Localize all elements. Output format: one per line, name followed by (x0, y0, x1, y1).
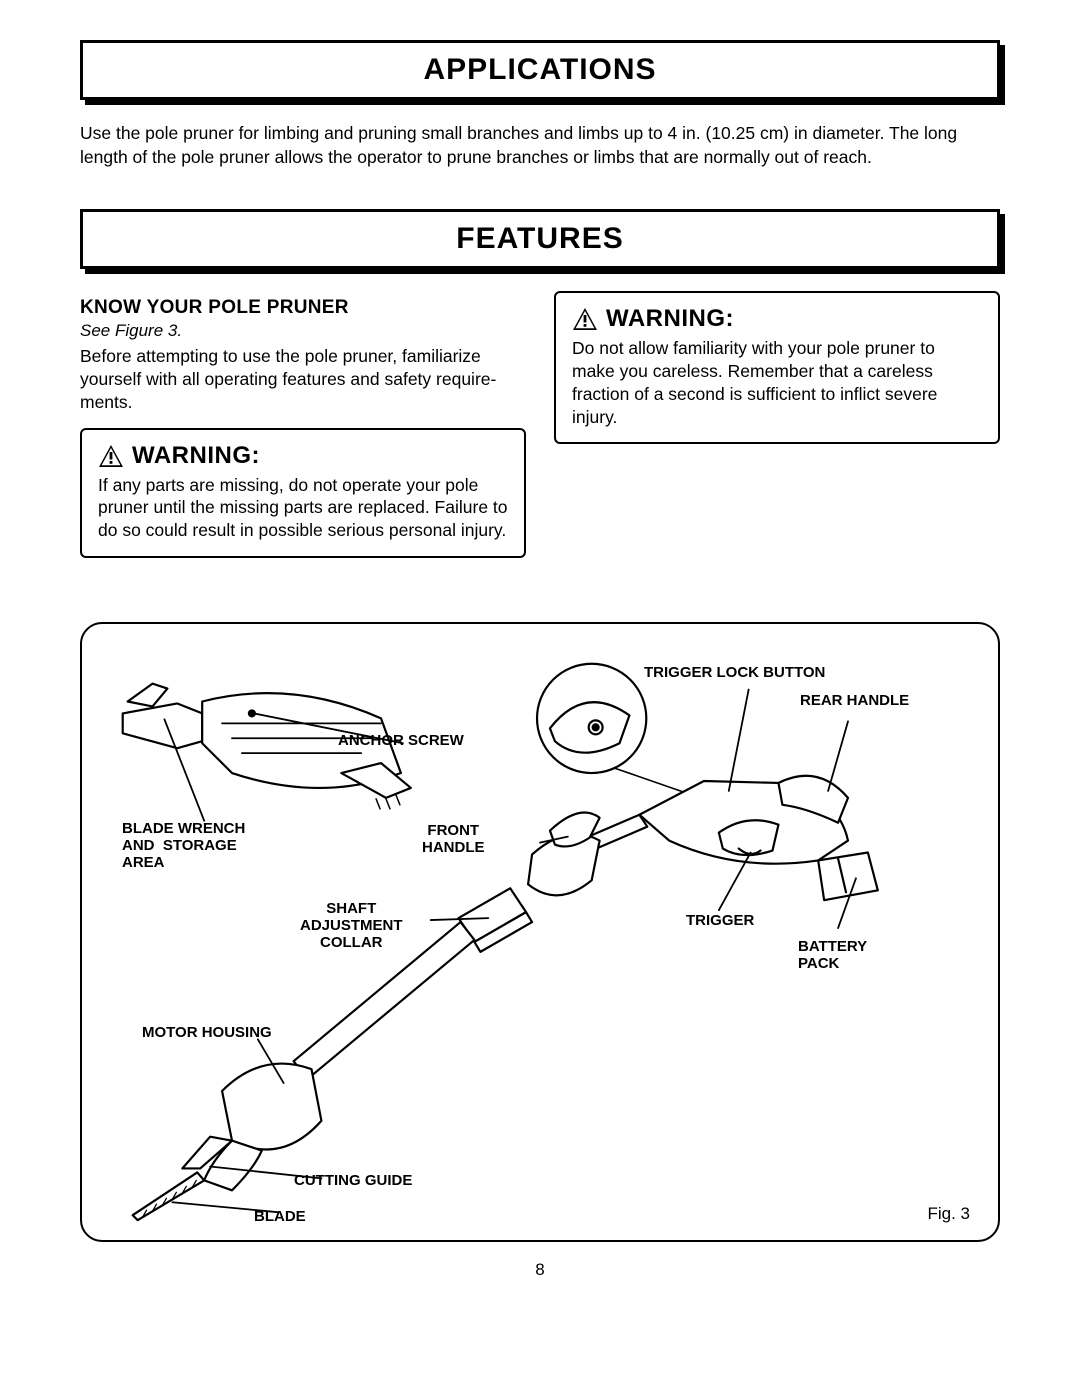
figure-number: Fig. 3 (927, 1204, 970, 1224)
features-columns: KNOW YOUR POLE PRUNER See Figure 3. Befo… (80, 291, 1000, 572)
callout-rear-handle: REAR HANDLE (800, 692, 909, 709)
callout-battery-pack: BATTERY PACK (798, 938, 867, 973)
warning-icon (572, 307, 598, 331)
callout-blade: BLADE (254, 1208, 306, 1225)
page: APPLICATIONS Use the pole pruner for lim… (0, 0, 1080, 1300)
applications-heading: APPLICATIONS (83, 53, 997, 87)
callout-anchor-screw: ANCHOR SCREW (338, 732, 464, 749)
warning-label-left: WARNING: (132, 442, 260, 470)
features-left-column: KNOW YOUR POLE PRUNER See Figure 3. Befo… (80, 291, 526, 572)
features-heading: FEATURES (83, 222, 997, 256)
applications-body: Use the pole pruner for limbing and prun… (80, 122, 1000, 169)
callout-shaft-collar: SHAFT ADJUSTMENT COLLAR (300, 900, 403, 952)
warning-head-left: WARNING: (98, 442, 508, 470)
callout-trigger: TRIGGER (686, 912, 754, 929)
warning-box-right: WARNING: Do not allow familiarity with y… (554, 291, 1000, 444)
see-figure-ref: See Figure 3. (80, 321, 526, 341)
warning-label-right: WARNING: (606, 305, 734, 333)
applications-heading-box: APPLICATIONS (80, 40, 1000, 100)
callout-cutting-guide: CUTTING GUIDE (294, 1172, 412, 1189)
figure-box: TRIGGER LOCK BUTTON REAR HANDLE ANCHOR S… (80, 622, 1000, 1242)
figure-svg (82, 624, 998, 1240)
features-intro: Before attempting to use the pole pruner… (80, 345, 526, 413)
features-right-column: WARNING: Do not allow familiarity with y… (554, 291, 1000, 458)
warning-text-left: If any parts are missing, do not operate… (98, 474, 508, 542)
know-your-pruner-subhead: KNOW YOUR POLE PRUNER (80, 297, 526, 319)
callout-front-handle: FRONT HANDLE (422, 822, 485, 857)
warning-box-left: WARNING: If any parts are missing, do no… (80, 428, 526, 558)
warning-text-right: Do not allow familiarity with your pole … (572, 337, 982, 428)
warning-icon (98, 444, 124, 468)
callout-motor-housing: MOTOR HOUSING (142, 1024, 272, 1041)
callout-trigger-lock: TRIGGER LOCK BUTTON (644, 664, 825, 681)
features-heading-box: FEATURES (80, 209, 1000, 269)
page-number: 8 (80, 1260, 1000, 1280)
callout-blade-wrench: BLADE WRENCH AND STORAGE AREA (122, 820, 245, 872)
warning-head-right: WARNING: (572, 305, 982, 333)
